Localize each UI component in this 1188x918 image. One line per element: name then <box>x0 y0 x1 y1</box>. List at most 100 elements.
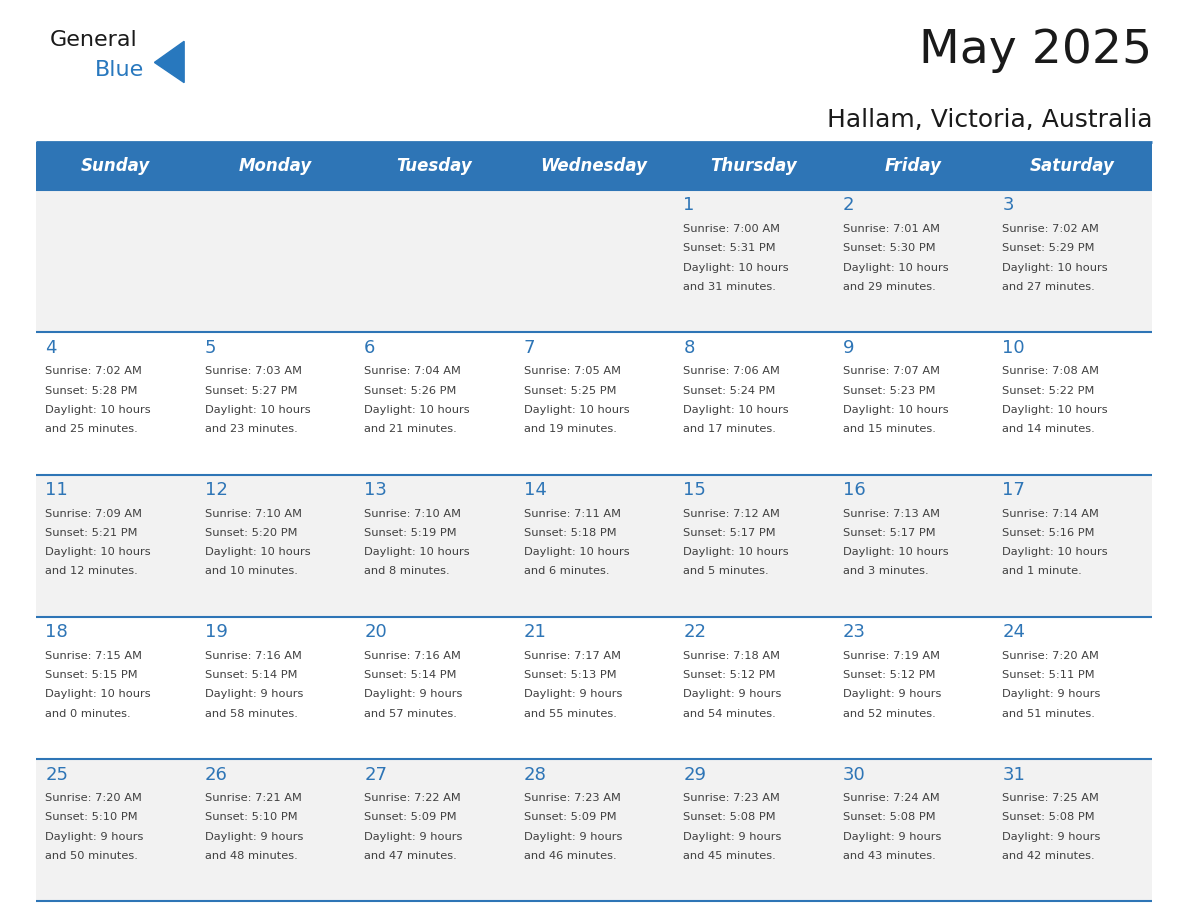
Text: 24: 24 <box>1003 623 1025 642</box>
Text: Daylight: 9 hours: Daylight: 9 hours <box>204 832 303 842</box>
Text: Sunset: 5:17 PM: Sunset: 5:17 PM <box>683 528 776 538</box>
Text: and 0 minutes.: and 0 minutes. <box>45 709 131 719</box>
Text: Sunrise: 7:19 AM: Sunrise: 7:19 AM <box>842 651 940 661</box>
Text: Daylight: 10 hours: Daylight: 10 hours <box>1003 547 1108 557</box>
Text: Sunset: 5:08 PM: Sunset: 5:08 PM <box>683 812 776 823</box>
Text: Sunset: 5:23 PM: Sunset: 5:23 PM <box>842 386 935 396</box>
Text: Sunset: 5:12 PM: Sunset: 5:12 PM <box>683 670 776 680</box>
Bar <box>36 190 1152 332</box>
Text: 23: 23 <box>842 623 866 642</box>
Text: Sunrise: 7:20 AM: Sunrise: 7:20 AM <box>1003 651 1099 661</box>
Text: Saturday: Saturday <box>1030 157 1116 175</box>
Text: 16: 16 <box>842 481 866 499</box>
Text: 31: 31 <box>1003 766 1025 784</box>
Bar <box>36 617 1152 759</box>
Text: and 3 minutes.: and 3 minutes. <box>842 566 929 577</box>
Text: Sunset: 5:29 PM: Sunset: 5:29 PM <box>1003 243 1095 253</box>
Text: Sunset: 5:20 PM: Sunset: 5:20 PM <box>204 528 297 538</box>
Text: and 48 minutes.: and 48 minutes. <box>204 851 297 861</box>
Text: Sunrise: 7:17 AM: Sunrise: 7:17 AM <box>524 651 621 661</box>
Text: and 5 minutes.: and 5 minutes. <box>683 566 769 577</box>
Text: 22: 22 <box>683 623 707 642</box>
Text: Sunset: 5:10 PM: Sunset: 5:10 PM <box>45 812 138 823</box>
Text: Daylight: 9 hours: Daylight: 9 hours <box>365 832 462 842</box>
Text: Sunset: 5:14 PM: Sunset: 5:14 PM <box>204 670 297 680</box>
Text: Sunrise: 7:22 AM: Sunrise: 7:22 AM <box>365 793 461 803</box>
Polygon shape <box>154 41 184 83</box>
Text: 8: 8 <box>683 339 695 357</box>
Text: Sunset: 5:30 PM: Sunset: 5:30 PM <box>842 243 935 253</box>
Text: 12: 12 <box>204 481 228 499</box>
Text: Sunset: 5:08 PM: Sunset: 5:08 PM <box>1003 812 1095 823</box>
Text: Daylight: 9 hours: Daylight: 9 hours <box>204 689 303 700</box>
Text: Sunset: 5:12 PM: Sunset: 5:12 PM <box>842 670 935 680</box>
Text: 30: 30 <box>842 766 866 784</box>
Text: and 27 minutes.: and 27 minutes. <box>1003 282 1095 292</box>
Text: Sunrise: 7:23 AM: Sunrise: 7:23 AM <box>683 793 781 803</box>
Text: and 17 minutes.: and 17 minutes. <box>683 424 776 434</box>
Text: and 10 minutes.: and 10 minutes. <box>204 566 297 577</box>
Text: Sunset: 5:13 PM: Sunset: 5:13 PM <box>524 670 617 680</box>
Text: Daylight: 10 hours: Daylight: 10 hours <box>842 263 948 273</box>
Text: and 23 minutes.: and 23 minutes. <box>204 424 297 434</box>
Text: Blue: Blue <box>95 60 144 80</box>
Text: Sunrise: 7:24 AM: Sunrise: 7:24 AM <box>842 793 940 803</box>
Text: 1: 1 <box>683 196 695 215</box>
Text: Sunset: 5:11 PM: Sunset: 5:11 PM <box>1003 670 1095 680</box>
Text: 15: 15 <box>683 481 706 499</box>
Text: Daylight: 10 hours: Daylight: 10 hours <box>683 547 789 557</box>
Text: and 8 minutes.: and 8 minutes. <box>365 566 450 577</box>
Text: Daylight: 10 hours: Daylight: 10 hours <box>45 405 151 415</box>
Text: Sunset: 5:18 PM: Sunset: 5:18 PM <box>524 528 617 538</box>
Text: 9: 9 <box>842 339 854 357</box>
Text: Daylight: 9 hours: Daylight: 9 hours <box>683 832 782 842</box>
Text: Daylight: 9 hours: Daylight: 9 hours <box>683 689 782 700</box>
Text: Sunrise: 7:10 AM: Sunrise: 7:10 AM <box>365 509 461 519</box>
Text: Daylight: 9 hours: Daylight: 9 hours <box>842 832 941 842</box>
Text: and 50 minutes.: and 50 minutes. <box>45 851 138 861</box>
Text: 11: 11 <box>45 481 68 499</box>
Text: Sunrise: 7:06 AM: Sunrise: 7:06 AM <box>683 366 781 376</box>
Text: May 2025: May 2025 <box>920 28 1152 73</box>
Text: Daylight: 9 hours: Daylight: 9 hours <box>1003 689 1101 700</box>
Text: Daylight: 10 hours: Daylight: 10 hours <box>45 689 151 700</box>
Text: Daylight: 9 hours: Daylight: 9 hours <box>1003 832 1101 842</box>
Text: Tuesday: Tuesday <box>397 157 473 175</box>
Text: Sunset: 5:25 PM: Sunset: 5:25 PM <box>524 386 617 396</box>
Text: Sunset: 5:09 PM: Sunset: 5:09 PM <box>524 812 617 823</box>
Text: 13: 13 <box>365 481 387 499</box>
Text: and 55 minutes.: and 55 minutes. <box>524 709 617 719</box>
Text: Sunrise: 7:01 AM: Sunrise: 7:01 AM <box>842 224 940 234</box>
Text: and 58 minutes.: and 58 minutes. <box>204 709 297 719</box>
Text: Sunrise: 7:21 AM: Sunrise: 7:21 AM <box>204 793 302 803</box>
Text: Daylight: 10 hours: Daylight: 10 hours <box>683 405 789 415</box>
Text: Hallam, Victoria, Australia: Hallam, Victoria, Australia <box>827 108 1152 132</box>
Text: and 15 minutes.: and 15 minutes. <box>842 424 936 434</box>
Text: Daylight: 9 hours: Daylight: 9 hours <box>842 689 941 700</box>
Text: Sunset: 5:24 PM: Sunset: 5:24 PM <box>683 386 776 396</box>
Text: Sunrise: 7:04 AM: Sunrise: 7:04 AM <box>365 366 461 376</box>
Text: Sunrise: 7:08 AM: Sunrise: 7:08 AM <box>1003 366 1099 376</box>
Text: 5: 5 <box>204 339 216 357</box>
Text: and 46 minutes.: and 46 minutes. <box>524 851 617 861</box>
Text: and 54 minutes.: and 54 minutes. <box>683 709 776 719</box>
Text: Sunset: 5:27 PM: Sunset: 5:27 PM <box>204 386 297 396</box>
Text: and 47 minutes.: and 47 minutes. <box>365 851 457 861</box>
Text: 28: 28 <box>524 766 546 784</box>
Text: and 31 minutes.: and 31 minutes. <box>683 282 776 292</box>
Text: Sunrise: 7:15 AM: Sunrise: 7:15 AM <box>45 651 143 661</box>
Text: Sunrise: 7:09 AM: Sunrise: 7:09 AM <box>45 509 143 519</box>
Text: Sunrise: 7:10 AM: Sunrise: 7:10 AM <box>204 509 302 519</box>
Text: 4: 4 <box>45 339 57 357</box>
Text: Sunrise: 7:12 AM: Sunrise: 7:12 AM <box>683 509 781 519</box>
Text: 26: 26 <box>204 766 228 784</box>
Text: and 19 minutes.: and 19 minutes. <box>524 424 617 434</box>
Text: Daylight: 10 hours: Daylight: 10 hours <box>365 547 469 557</box>
Text: Daylight: 10 hours: Daylight: 10 hours <box>365 405 469 415</box>
Text: 25: 25 <box>45 766 68 784</box>
Text: and 14 minutes.: and 14 minutes. <box>1003 424 1095 434</box>
Text: Daylight: 9 hours: Daylight: 9 hours <box>524 689 623 700</box>
Text: Sunrise: 7:02 AM: Sunrise: 7:02 AM <box>45 366 143 376</box>
Text: Daylight: 10 hours: Daylight: 10 hours <box>524 405 630 415</box>
Text: Sunset: 5:14 PM: Sunset: 5:14 PM <box>365 670 456 680</box>
